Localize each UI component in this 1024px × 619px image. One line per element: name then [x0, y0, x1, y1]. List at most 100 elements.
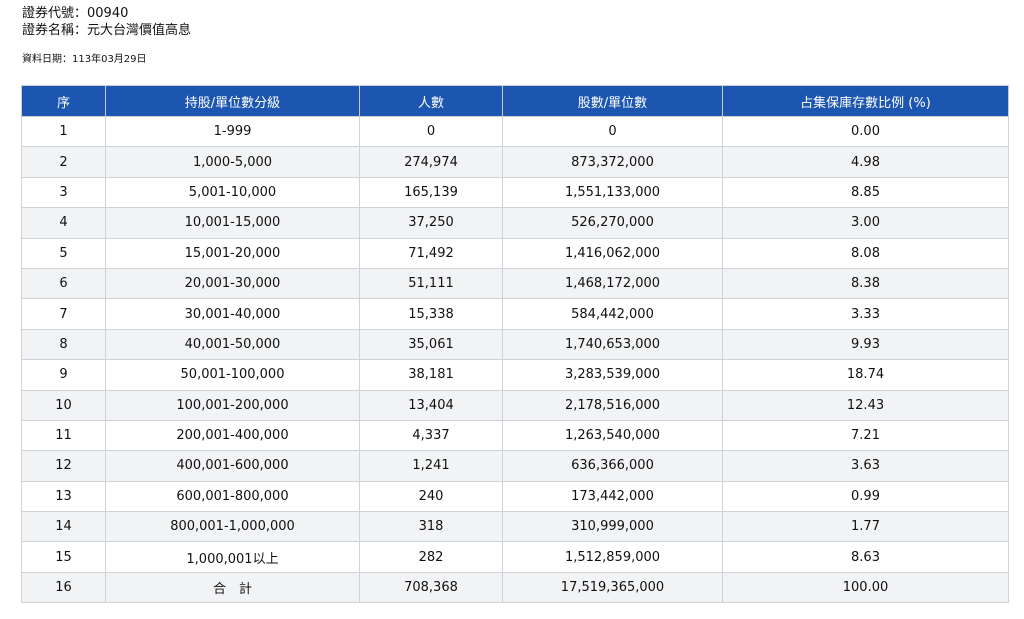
cell-index: 6	[21, 267, 106, 300]
table-row: 1 1-999 0 0 0.00	[21, 115, 1009, 148]
cell-ratio: 100.00	[722, 571, 1009, 604]
cell-index: 5	[21, 237, 106, 269]
cell-tier: 10,001-15,000	[105, 207, 360, 239]
data-date-line: 資料日期：113年03月29日	[22, 53, 147, 67]
cell-index: 7	[21, 298, 106, 330]
cell-holders: 1,241	[359, 450, 503, 482]
security-code-label: 證券代號：	[22, 6, 88, 21]
security-name-line: 證券名稱：元大台灣價值高息	[22, 22, 191, 39]
cell-index: 11	[21, 419, 106, 452]
cell-holders: 38,181	[359, 359, 503, 391]
cell-shares: 1,263,540,000	[502, 419, 723, 452]
cell-tier: 15,001-20,000	[105, 237, 360, 269]
cell-shares: 2,178,516,000	[502, 389, 723, 421]
cell-index: 14	[21, 511, 106, 543]
cell-holders: 4,337	[359, 419, 503, 452]
security-code-value: 00940	[87, 6, 129, 21]
table-row: 14 800,001-1,000,000 318 310,999,000 1.77	[21, 511, 1009, 543]
table-header-row: 序 持股/單位數分級 人數 股數/單位數 占集保庫存數比例 (%)	[21, 85, 1009, 117]
cell-shares: 1,551,133,000	[502, 176, 723, 209]
cell-holders: 71,492	[359, 237, 503, 269]
cell-index: 16	[21, 571, 106, 604]
cell-ratio: 8.08	[722, 237, 1009, 269]
cell-tier: 合 計	[105, 571, 360, 604]
table-row: 7 30,001-40,000 15,338 584,442,000 3.33	[21, 298, 1009, 330]
cell-shares: 584,442,000	[502, 298, 723, 330]
cell-ratio: 8.38	[722, 267, 1009, 300]
cell-shares: 1,468,172,000	[502, 267, 723, 300]
data-date-label: 資料日期：	[22, 54, 72, 65]
table-row: 10 100,001-200,000 13,404 2,178,516,000 12.4…	[21, 389, 1009, 421]
cell-ratio: 1.77	[722, 511, 1009, 543]
cell-index: 13	[21, 480, 106, 513]
table-total-row: 16 合 計 708,368 17,519,365,000 100.00	[21, 571, 1009, 604]
cell-index: 12	[21, 450, 106, 482]
cell-shares: 1,740,653,000	[502, 328, 723, 361]
cell-holders: 165,139	[359, 176, 503, 209]
security-name-value: 元大台灣價值高息	[87, 23, 192, 38]
cell-ratio: 0.00	[722, 115, 1009, 148]
cell-shares: 526,270,000	[502, 207, 723, 239]
cell-holders: 51,111	[359, 267, 503, 300]
cell-shares: 1,416,062,000	[502, 237, 723, 269]
table-row: 6 20,001-30,000 51,111 1,468,172,000 8.38	[21, 267, 1009, 300]
table-row: 2 1,000-5,000 274,974 873,372,000 4.98	[21, 146, 1009, 178]
table-row: 13 600,001-800,000 240 173,442,000 0.99	[21, 480, 1009, 513]
table-row: 12 400,001-600,000 1,241 636,366,000 3.63	[21, 450, 1009, 482]
table-row: 15 1,000,001以上 282 1,512,859,000 8.63	[21, 541, 1009, 573]
cell-holders: 282	[359, 541, 503, 573]
cell-tier: 1-999	[105, 115, 360, 148]
cell-tier: 30,001-40,000	[105, 298, 360, 330]
table-row: 8 40,001-50,000 35,061 1,740,653,000 9.93	[21, 328, 1009, 361]
cell-ratio: 3.63	[722, 450, 1009, 482]
cell-ratio: 3.33	[722, 298, 1009, 330]
column-header-holders: 人數	[359, 85, 503, 117]
cell-index: 9	[21, 359, 106, 391]
cell-shares: 873,372,000	[502, 146, 723, 178]
cell-index: 1	[21, 115, 106, 148]
column-header-index: 序	[21, 85, 106, 117]
table-row: 9 50,001-100,000 38,181 3,283,539,000 18.74	[21, 359, 1009, 391]
cell-index: 8	[21, 328, 106, 361]
cell-shares: 3,283,539,000	[502, 359, 723, 391]
data-date-value: 113年03月29日	[72, 54, 147, 65]
table-row: 5 15,001-20,000 71,492 1,416,062,000 8.08	[21, 237, 1009, 269]
cell-shares: 636,366,000	[502, 450, 723, 482]
cell-tier: 100,001-200,000	[105, 389, 360, 421]
cell-shares: 173,442,000	[502, 480, 723, 513]
cell-holders: 0	[359, 115, 503, 148]
column-header-tier: 持股/單位數分級	[105, 85, 360, 117]
cell-holders: 15,338	[359, 298, 503, 330]
cell-tier: 5,001-10,000	[105, 176, 360, 209]
cell-tier: 1,000,001以上	[105, 541, 360, 573]
cell-ratio: 3.00	[722, 207, 1009, 239]
cell-index: 3	[21, 176, 106, 209]
cell-ratio: 4.98	[722, 146, 1009, 178]
cell-holders: 708,368	[359, 571, 503, 604]
cell-tier: 1,000-5,000	[105, 146, 360, 178]
cell-ratio: 12.43	[722, 389, 1009, 421]
cell-index: 4	[21, 207, 106, 239]
security-info: 證券代號：00940 證券名稱：元大台灣價值高息	[22, 5, 191, 39]
cell-ratio: 9.93	[722, 328, 1009, 361]
cell-index: 2	[21, 146, 106, 178]
table-row: 4 10,001-15,000 37,250 526,270,000 3.00	[21, 207, 1009, 239]
security-name-label: 證券名稱：	[22, 23, 88, 38]
cell-ratio: 7.21	[722, 419, 1009, 452]
cell-holders: 35,061	[359, 328, 503, 361]
cell-index: 15	[21, 541, 106, 573]
cell-tier: 200,001-400,000	[105, 419, 360, 452]
column-header-ratio: 占集保庫存數比例 (%)	[722, 85, 1009, 117]
cell-ratio: 8.85	[722, 176, 1009, 209]
distribution-table-container: 序 持股/單位數分級 人數 股數/單位數 占集保庫存數比例 (%) 1 1-999…	[21, 85, 1009, 604]
table-row: 3 5,001-10,000 165,139 1,551,133,000 8.85	[21, 176, 1009, 209]
cell-holders: 240	[359, 480, 503, 513]
table-body: 1 1-999 0 0 0.00 2 1,000-5,000 274,974 873,372,0…	[21, 115, 1009, 604]
security-code-line: 證券代號：00940	[22, 5, 191, 22]
cell-ratio: 18.74	[722, 359, 1009, 391]
cell-holders: 37,250	[359, 207, 503, 239]
cell-tier: 50,001-100,000	[105, 359, 360, 391]
column-header-shares: 股數/單位數	[502, 85, 723, 117]
cell-shares: 0	[502, 115, 723, 148]
cell-tier: 800,001-1,000,000	[105, 511, 360, 543]
